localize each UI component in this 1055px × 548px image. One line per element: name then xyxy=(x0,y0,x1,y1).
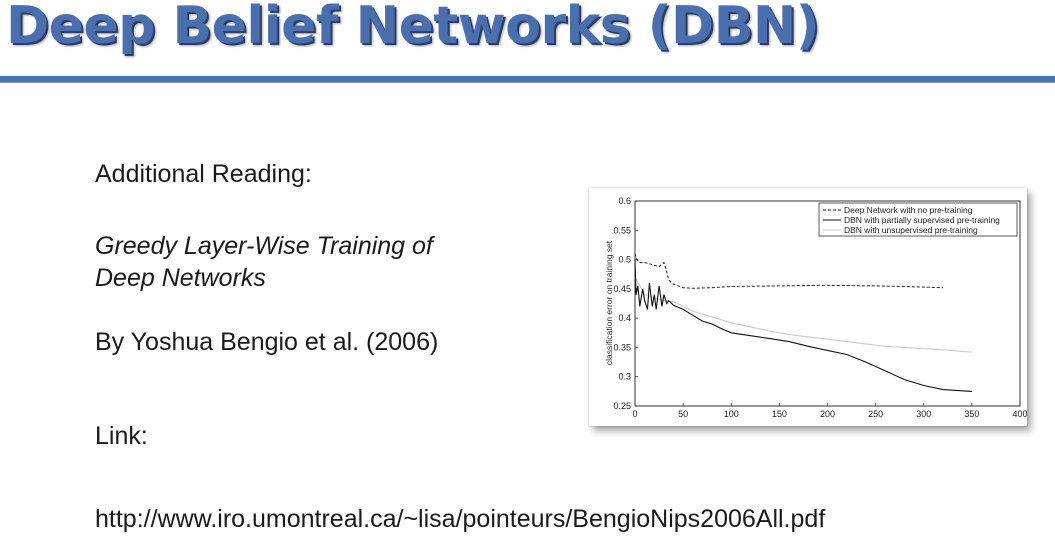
slide-title: Deep Belief Networks (DBN) xyxy=(6,0,820,56)
y-tick-label: 0.45 xyxy=(613,284,631,294)
x-tick-label: 150 xyxy=(772,409,787,419)
x-tick-label: 50 xyxy=(678,409,688,419)
chart-figure: 0 50 100 150 200 250 300 350 400 0.25 0.3 0.35 0.4 0… xyxy=(589,188,1027,426)
y-tick-label: 0.4 xyxy=(618,313,631,323)
x-tick-label: 200 xyxy=(820,409,835,419)
series-line-0 xyxy=(634,253,944,289)
x-tick-label: 400 xyxy=(1012,409,1027,419)
legend-label-0: Deep Network with no pre-training xyxy=(844,205,973,215)
y-tick-label: 0.3 xyxy=(618,372,631,382)
x-tick-label: 300 xyxy=(916,409,931,419)
y-tick-label: 0.5 xyxy=(618,255,631,265)
additional-reading-label: Additional Reading: xyxy=(95,160,312,188)
paper-title-line1: Greedy Layer-Wise Training of xyxy=(95,232,433,260)
link-label: Link: xyxy=(95,422,148,450)
legend-box xyxy=(818,202,1018,237)
x-tick-label: 350 xyxy=(964,409,979,419)
series-line-2 xyxy=(634,276,972,353)
x-tick-label: 100 xyxy=(724,409,739,419)
y-tick-label: 0.35 xyxy=(613,342,631,352)
authors-text: By Yoshua Bengio et al. (2006) xyxy=(95,328,439,356)
y-tick-label: 0.55 xyxy=(613,225,631,235)
series-line-1 xyxy=(634,259,972,392)
x-tick-label: 250 xyxy=(868,409,883,419)
y-tick-label: 0.6 xyxy=(618,196,631,206)
title-underline xyxy=(0,76,1055,83)
link-url[interactable]: http://www.iro.umontreal.ca/~lisa/pointe… xyxy=(95,505,826,533)
paper-title-line2: Deep Networks xyxy=(95,264,266,292)
training-error-chart: 0 50 100 150 200 250 300 350 400 0.25 0.3 0.35 0.4 0… xyxy=(604,196,1027,419)
y-axis-label: classification error on training set xyxy=(604,240,614,365)
y-tick-label: 0.25 xyxy=(613,401,631,411)
x-tick-label: 0 xyxy=(632,409,637,419)
legend-label-2: DBN with unsupervised pre-training xyxy=(844,225,978,235)
legend-label-1: DBN with partially supervised pre-traini… xyxy=(844,215,1000,225)
